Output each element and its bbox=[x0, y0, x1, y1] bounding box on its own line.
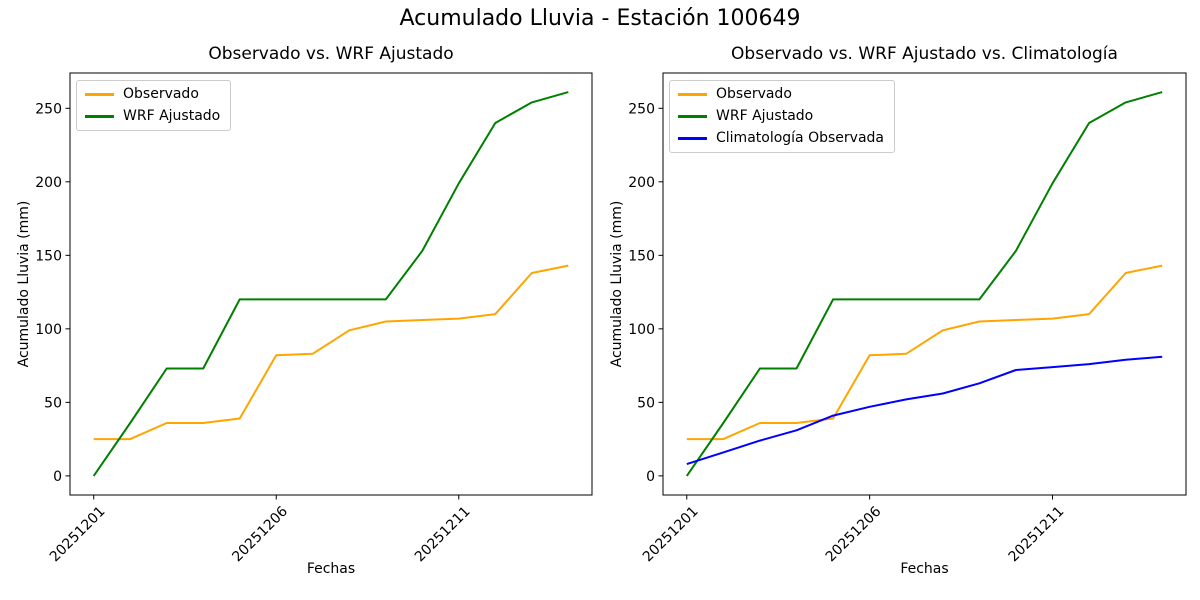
plot1-line-climatologia-observada bbox=[686, 355, 1163, 466]
legend-label: WRF Ajustado bbox=[123, 108, 221, 124]
y-tick-label: 100 bbox=[628, 322, 655, 338]
observado-line-sample bbox=[85, 93, 114, 96]
legend-item-observado: Observado bbox=[85, 86, 220, 103]
right-y-axis-label: Acumulado Lluvia (mm) bbox=[609, 200, 625, 368]
left-x-axis-label: Fechas bbox=[306, 561, 356, 577]
left-y-axis-label: Acumulado Lluvia (mm) bbox=[16, 200, 32, 368]
legend-item-climatologia-observada: Climatología Observada bbox=[678, 130, 884, 147]
right-subplot-title: Observado vs. WRF Ajustado vs. Climatolo… bbox=[731, 44, 1118, 64]
figure-title: Acumulado Lluvia - Estación 100649 bbox=[399, 6, 801, 31]
x-tick-label: 20251211 bbox=[412, 504, 474, 566]
right-legend: Observado WRF Ajustado Climatología Obse… bbox=[669, 80, 895, 153]
plot1-line-observado bbox=[686, 264, 1163, 441]
wrf-ajustado-line-sample bbox=[85, 115, 114, 118]
y-tick-label: 50 bbox=[44, 395, 62, 411]
right-x-axis-label: Fechas bbox=[900, 561, 949, 577]
x-tick-label: 20251206 bbox=[229, 503, 291, 565]
x-tick-label: 20251211 bbox=[1006, 504, 1068, 566]
y-tick-label: 0 bbox=[53, 469, 62, 485]
y-tick-label: 150 bbox=[628, 248, 655, 264]
x-tick-label: 20251201 bbox=[640, 504, 702, 566]
legend-label: WRF Ajustado bbox=[716, 108, 814, 124]
plot0-frame bbox=[69, 72, 593, 496]
left-subplot-title: Observado vs. WRF Ajustado bbox=[208, 44, 454, 64]
legend-item-observado: Observado bbox=[678, 86, 884, 103]
plot1-line-wrf-ajustado bbox=[685, 91, 1163, 477]
plot1-frame bbox=[662, 72, 1187, 496]
left-legend: Observado WRF Ajustado bbox=[76, 80, 232, 131]
legend-label: Observado bbox=[716, 86, 792, 102]
plot0-line-wrf-ajustado bbox=[92, 91, 569, 477]
plot0-line-observado bbox=[93, 264, 569, 441]
wrf-ajustado-line-sample bbox=[678, 115, 707, 118]
x-tick-label: 20251201 bbox=[47, 504, 109, 566]
legend-label: Observado bbox=[123, 86, 199, 102]
y-tick-label: 50 bbox=[637, 395, 655, 411]
y-tick-label: 200 bbox=[35, 175, 62, 191]
y-tick-label: 0 bbox=[646, 469, 655, 485]
y-tick-label: 100 bbox=[35, 322, 62, 338]
y-tick-label: 150 bbox=[35, 248, 62, 264]
observado-line-sample bbox=[678, 93, 707, 96]
climatologia-observada-line-sample bbox=[678, 137, 707, 140]
legend-item-wrf-ajustado: WRF Ajustado bbox=[678, 108, 884, 125]
x-tick-label: 20251206 bbox=[823, 503, 885, 565]
y-tick-label: 250 bbox=[35, 101, 62, 117]
y-tick-label: 200 bbox=[628, 175, 655, 191]
legend-item-wrf-ajustado: WRF Ajustado bbox=[85, 108, 220, 125]
legend-label: Climatología Observada bbox=[716, 130, 884, 146]
y-tick-label: 250 bbox=[628, 101, 655, 117]
